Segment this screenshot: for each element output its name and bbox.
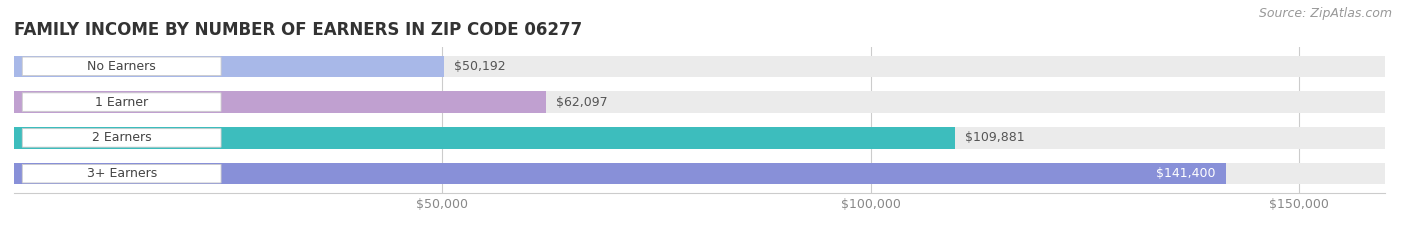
Text: $62,097: $62,097 [555,96,607,109]
Text: $50,192: $50,192 [454,60,505,73]
Bar [14,91,1385,113]
Bar [14,91,546,113]
FancyBboxPatch shape [22,164,221,183]
Bar [14,127,1385,149]
FancyBboxPatch shape [22,93,221,111]
Text: $109,881: $109,881 [965,131,1025,144]
Text: FAMILY INCOME BY NUMBER OF EARNERS IN ZIP CODE 06277: FAMILY INCOME BY NUMBER OF EARNERS IN ZI… [14,21,582,39]
Text: 1 Earner: 1 Earner [96,96,148,109]
Bar [14,127,956,149]
FancyBboxPatch shape [22,57,221,75]
Bar [14,55,444,77]
Text: $141,400: $141,400 [1157,167,1216,180]
Text: No Earners: No Earners [87,60,156,73]
Bar [14,55,1385,77]
Bar [14,163,1226,185]
Text: Source: ZipAtlas.com: Source: ZipAtlas.com [1258,7,1392,20]
Bar [14,163,1385,185]
Text: 2 Earners: 2 Earners [91,131,152,144]
FancyBboxPatch shape [22,129,221,147]
Text: 3+ Earners: 3+ Earners [87,167,157,180]
